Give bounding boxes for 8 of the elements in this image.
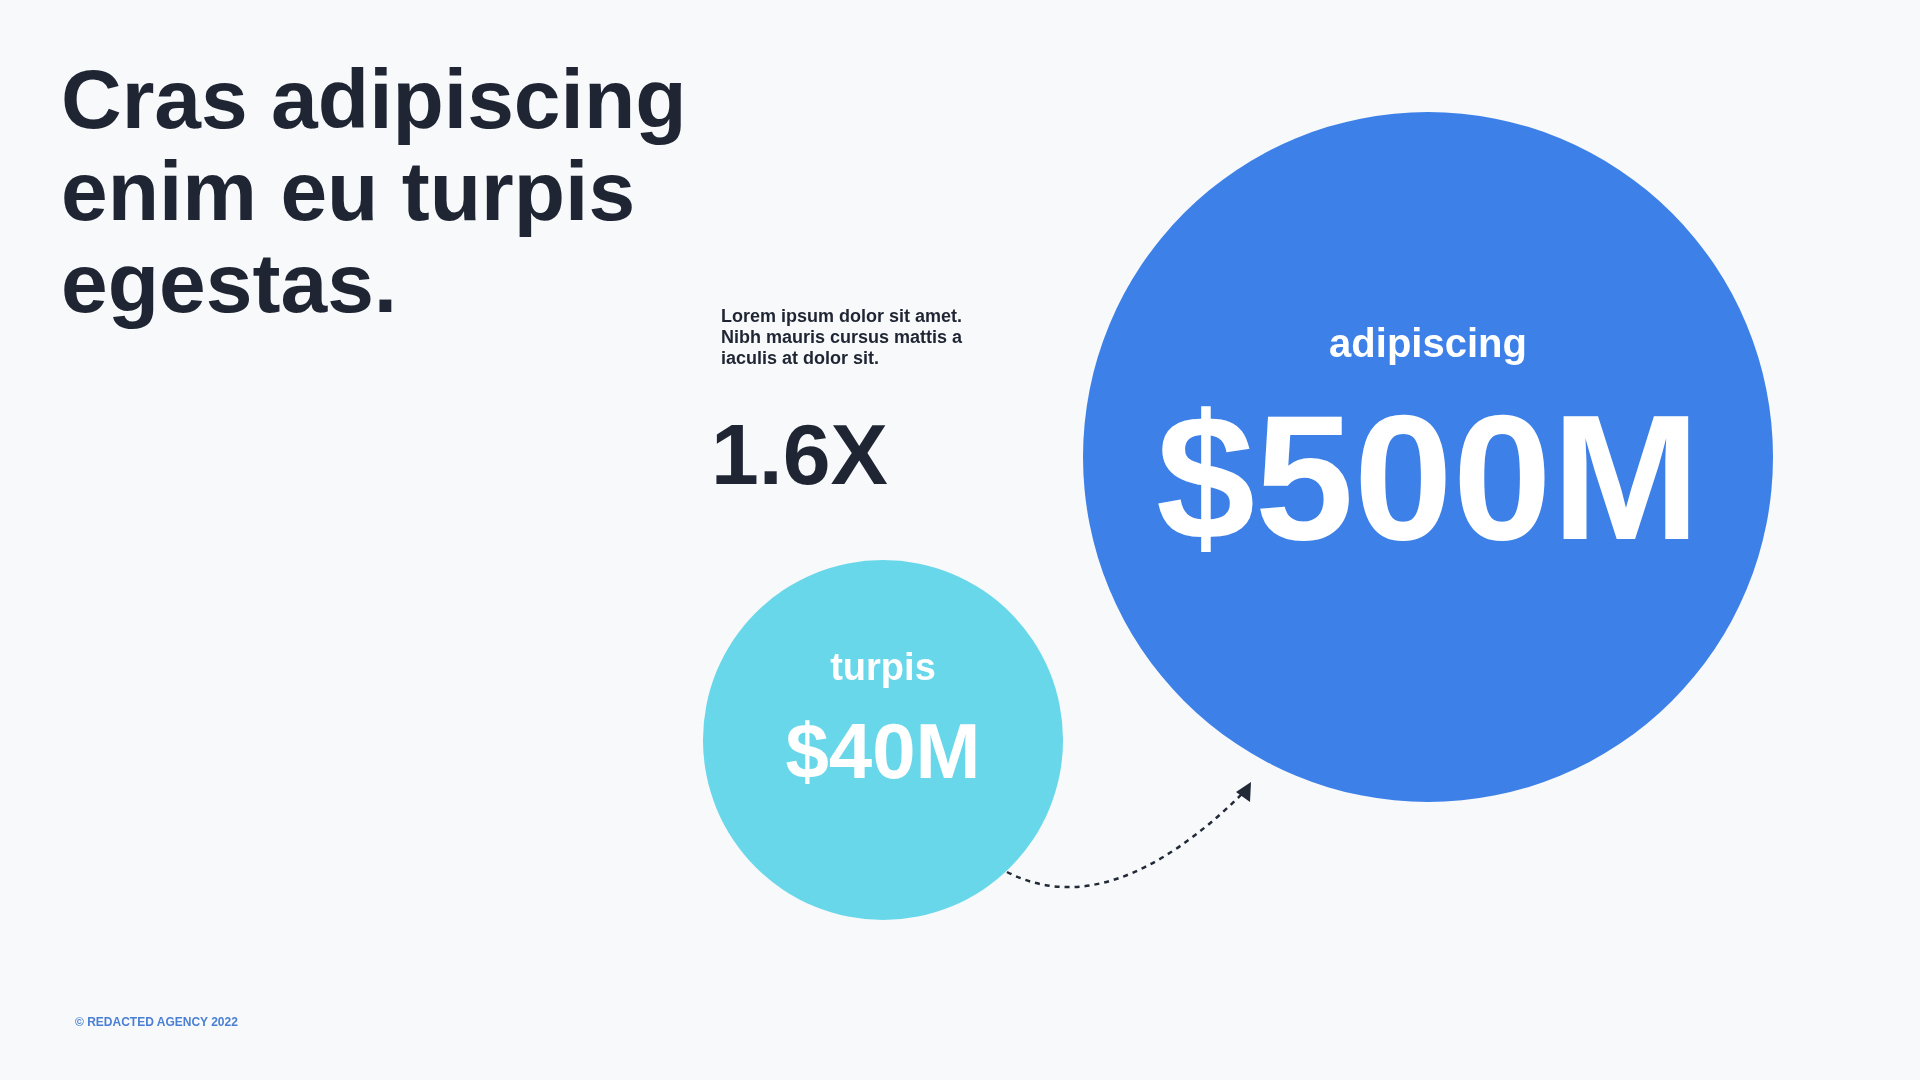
text: Lorem ipsum dolor sit amet. Nibh mauris cursus mattis a iaculis at dolor sit. xyxy=(721,306,964,368)
data-label: $500M xyxy=(1155,378,1701,577)
category-label: adipiscing xyxy=(1329,321,1527,365)
text: © REDACTED AGENCY 2022 xyxy=(75,1015,239,1029)
category-label: turpis xyxy=(830,646,936,688)
text: 1.6X xyxy=(711,406,888,502)
data-label: $40M xyxy=(785,707,981,795)
text: Cras adipiscing enim eu turpis egestas. xyxy=(61,52,687,330)
